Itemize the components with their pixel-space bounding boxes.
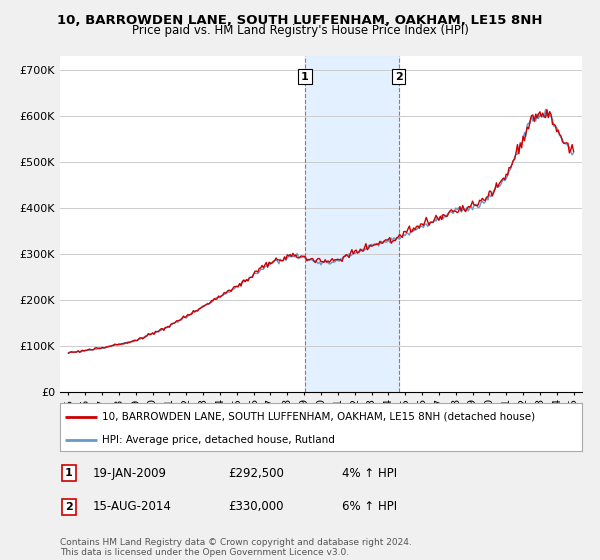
Bar — [305, 56, 399, 392]
Text: Price paid vs. HM Land Registry's House Price Index (HPI): Price paid vs. HM Land Registry's House … — [131, 24, 469, 36]
Text: 1: 1 — [65, 468, 73, 478]
Text: 2: 2 — [65, 502, 73, 512]
Text: 10, BARROWDEN LANE, SOUTH LUFFENHAM, OAKHAM, LE15 8NH (detached house): 10, BARROWDEN LANE, SOUTH LUFFENHAM, OAK… — [102, 412, 535, 422]
Text: 19-JAN-2009: 19-JAN-2009 — [93, 466, 167, 480]
Text: Contains HM Land Registry data © Crown copyright and database right 2024.
This d: Contains HM Land Registry data © Crown c… — [60, 538, 412, 557]
Text: 6% ↑ HPI: 6% ↑ HPI — [342, 500, 397, 514]
Text: £330,000: £330,000 — [228, 500, 284, 514]
Text: 4% ↑ HPI: 4% ↑ HPI — [342, 466, 397, 480]
Text: 1: 1 — [301, 72, 309, 82]
Text: 10, BARROWDEN LANE, SOUTH LUFFENHAM, OAKHAM, LE15 8NH: 10, BARROWDEN LANE, SOUTH LUFFENHAM, OAK… — [57, 14, 543, 27]
Text: HPI: Average price, detached house, Rutland: HPI: Average price, detached house, Rutl… — [102, 435, 335, 445]
Text: 2: 2 — [395, 72, 403, 82]
Text: 15-AUG-2014: 15-AUG-2014 — [93, 500, 172, 514]
Text: £292,500: £292,500 — [228, 466, 284, 480]
